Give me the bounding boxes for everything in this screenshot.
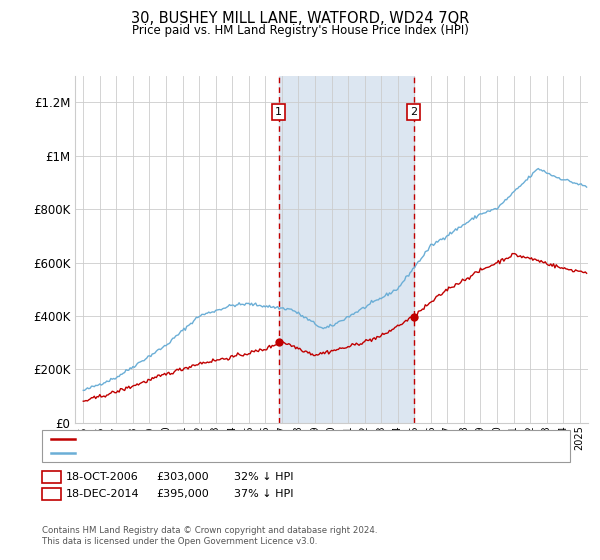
Text: 2: 2: [410, 107, 417, 117]
Bar: [278, 76, 413, 423]
Text: 18-DEC-2014: 18-DEC-2014: [66, 489, 140, 499]
Text: 32% ↓ HPI: 32% ↓ HPI: [234, 472, 293, 482]
Text: 2: 2: [48, 487, 55, 501]
Text: Contains HM Land Registry data © Crown copyright and database right 2024.
This d: Contains HM Land Registry data © Crown c…: [42, 526, 377, 546]
Text: 1: 1: [275, 107, 282, 117]
Text: 30, BUSHEY MILL LANE, WATFORD, WD24 7QR (detached house): 30, BUSHEY MILL LANE, WATFORD, WD24 7QR …: [78, 433, 413, 444]
Text: £395,000: £395,000: [156, 489, 209, 499]
Text: HPI: Average price, detached house, Watford: HPI: Average price, detached house, Watf…: [78, 448, 312, 458]
Text: 1: 1: [48, 470, 55, 484]
Text: 37% ↓ HPI: 37% ↓ HPI: [234, 489, 293, 499]
Text: Price paid vs. HM Land Registry's House Price Index (HPI): Price paid vs. HM Land Registry's House …: [131, 24, 469, 36]
Text: £303,000: £303,000: [156, 472, 209, 482]
Text: 30, BUSHEY MILL LANE, WATFORD, WD24 7QR: 30, BUSHEY MILL LANE, WATFORD, WD24 7QR: [131, 11, 469, 26]
Text: 18-OCT-2006: 18-OCT-2006: [66, 472, 139, 482]
